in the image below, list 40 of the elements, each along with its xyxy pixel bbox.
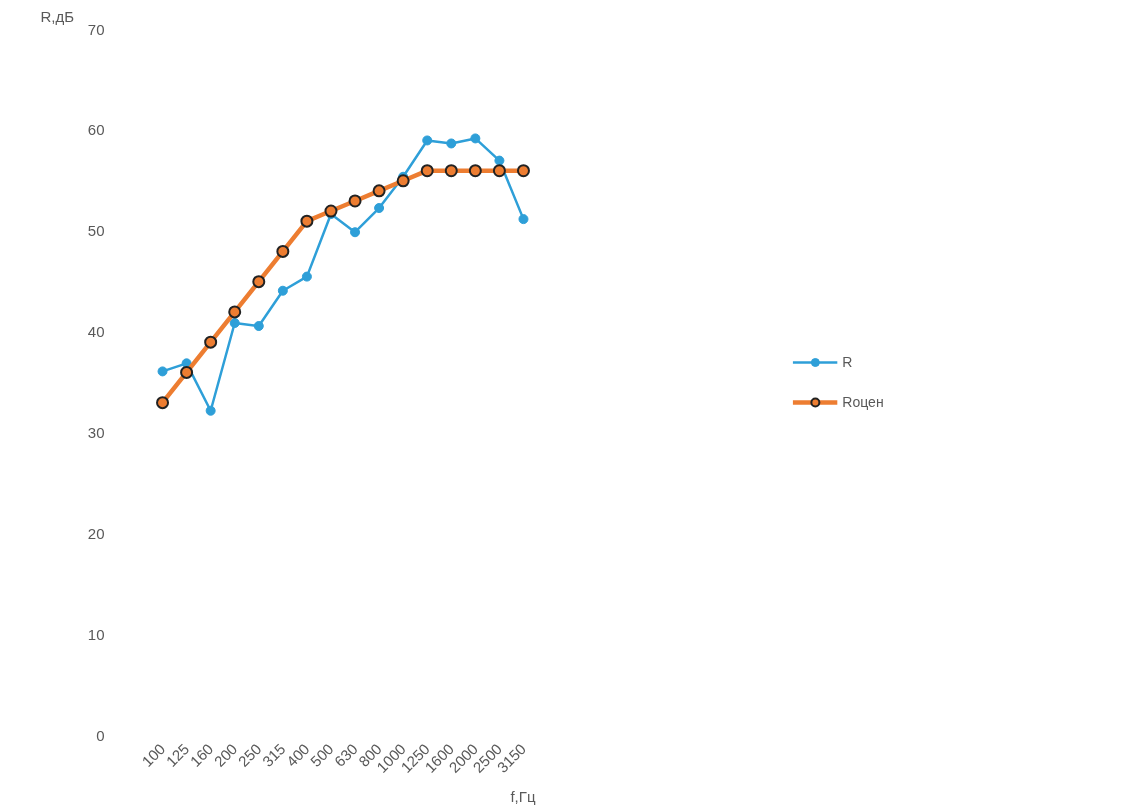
- y-tick-label: 60: [87, 121, 105, 139]
- point: [276, 244, 290, 258]
- legend-label: Rоцен: [842, 394, 884, 410]
- point: [494, 155, 505, 166]
- x-axis-title: f,Гц: [510, 787, 536, 805]
- point: [204, 335, 218, 349]
- y-axis-title: R,дБ: [40, 7, 75, 25]
- y-tick-label: 10: [87, 625, 105, 643]
- point: [252, 275, 266, 289]
- point: [468, 164, 482, 178]
- y-tick-label: 30: [87, 423, 105, 441]
- point: [446, 138, 457, 149]
- point: [350, 227, 361, 238]
- point: [300, 214, 314, 228]
- point: [157, 366, 168, 377]
- legend-label: R: [842, 354, 854, 370]
- point: [372, 184, 386, 198]
- point: [518, 214, 529, 225]
- point: [422, 135, 433, 146]
- y-tick-label: 0: [96, 726, 105, 744]
- point: [348, 194, 362, 208]
- point: [492, 164, 506, 178]
- point: [156, 396, 170, 410]
- point: [420, 164, 434, 178]
- point: [516, 164, 530, 178]
- y-tick-label: 70: [87, 20, 105, 38]
- point: [228, 305, 242, 319]
- point: [277, 285, 288, 296]
- y-tick-label: 20: [87, 524, 105, 542]
- point: [301, 271, 312, 282]
- point: [396, 174, 410, 188]
- point: [253, 321, 264, 332]
- point: [374, 203, 385, 214]
- point: [180, 365, 194, 379]
- point: [205, 405, 216, 416]
- point: [229, 318, 240, 328]
- point: [470, 133, 481, 144]
- point: [444, 164, 458, 178]
- y-tick-label: 50: [87, 222, 105, 240]
- y-tick-label: 40: [87, 323, 105, 341]
